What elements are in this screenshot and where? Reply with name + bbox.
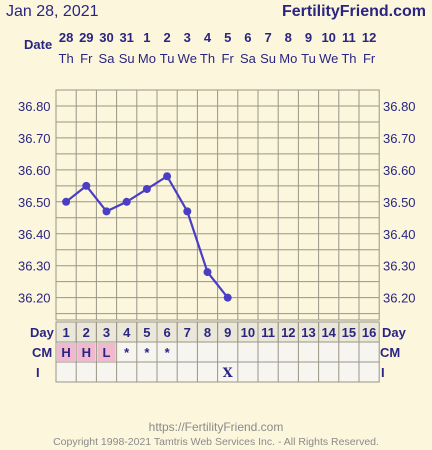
date-label: 1 [143,30,150,45]
cycle-day: 16 [362,325,376,340]
date-label: 29 [79,30,93,45]
cycle-day: 15 [342,325,356,340]
cm-row-label: CM [32,345,52,360]
date-label: 9 [305,30,312,45]
y-tick-label-right: 36.80 [383,99,416,114]
weekday-label: Tu [160,51,175,66]
chart-date: Jan 28, 2021 [6,3,99,20]
date-label: 28 [59,30,73,45]
cycle-day: 7 [184,325,191,340]
temperature-point [183,207,192,216]
temperature-point [163,172,172,181]
cm-cell-fill [57,343,76,361]
cycle-day: 2 [83,325,90,340]
y-tick-label-right: 36.50 [383,195,416,210]
footer-url: https://FertilityFriend.com [148,420,284,434]
weekday-label: We [178,51,197,66]
y-tick-label-right: 36.70 [383,131,416,146]
cm-row-label-right: CM [380,345,400,360]
y-tick-label-left: 36.50 [18,195,51,210]
cycle-day: 3 [103,325,110,340]
date-label: 31 [119,30,133,45]
cm-value: * [165,345,171,360]
day-row-label-right: Day [382,325,407,340]
date-label: 3 [184,30,191,45]
date-label: 12 [362,30,376,45]
cycle-day: 11 [261,325,275,340]
date-label: 6 [244,30,251,45]
cycle-day: 12 [281,325,295,340]
weekday-label: Tu [301,51,316,66]
date-label: 11 [342,30,356,45]
weekday-label: Mo [138,51,156,66]
weekday-label: Th [341,51,356,66]
y-tick-label-right: 36.60 [383,163,416,178]
y-tick-label-right: 36.40 [383,227,416,242]
weekday-label: Sa [99,51,116,66]
weekday-label: Fr [222,51,235,66]
weekday-label: Fr [363,51,376,66]
date-label: 7 [264,30,271,45]
y-tick-label-left: 36.70 [18,131,51,146]
cycle-day: 9 [224,325,231,340]
intercourse-mark: X [223,366,234,381]
cycle-day: 8 [204,325,211,340]
temperature-point [142,185,151,194]
weekday-label: We [319,51,338,66]
cycle-day: 13 [301,325,315,340]
y-tick-label-right: 36.30 [383,259,416,274]
date-label: 10 [321,30,335,45]
y-tick-label-left: 36.60 [18,163,51,178]
weekday-label: Su [119,51,135,66]
date-label: 2 [163,30,170,45]
cm-value: L [103,345,111,360]
date-row-label: Date [24,37,52,52]
y-tick-label-right: 36.20 [383,291,416,306]
temperature-point [102,207,111,216]
cm-value: * [144,345,150,360]
footer-copyright: Copyright 1998-2021 Tamtris Web Services… [53,436,379,448]
temperature-point [82,181,91,190]
intercourse-row-label: I [36,365,40,380]
cm-value: * [124,345,130,360]
site-title: FertilityFriend.com [281,3,426,20]
cycle-day: 5 [143,325,150,340]
cycle-day: 4 [123,325,131,340]
y-tick-label-left: 36.30 [18,259,51,274]
cm-value: H [82,345,91,360]
y-tick-label-left: 36.20 [18,291,51,306]
cm-cell-fill [97,343,116,361]
y-tick-label-left: 36.40 [18,227,51,242]
intercourse-row-label-right: I [381,365,385,380]
date-label: 8 [285,30,292,45]
date-label: 5 [224,30,231,45]
cm-value: H [61,345,70,360]
cm-cell-fill [77,343,96,361]
cycle-day: 14 [321,325,336,340]
temperature-point [223,293,232,302]
cycle-day: 10 [241,325,255,340]
weekday-label: Th [200,51,215,66]
cycle-day: 6 [163,325,170,340]
day-row-label: Day [30,325,55,340]
weekday-label: Fr [80,51,93,66]
weekday-label: Sa [240,51,257,66]
weekday-label: Su [260,51,276,66]
date-label: 4 [204,30,212,45]
temperature-point [203,268,212,277]
date-label: 30 [99,30,113,45]
weekday-label: Mo [279,51,297,66]
y-tick-label-left: 36.80 [18,99,51,114]
cycle-day: 1 [62,325,69,340]
weekday-label: Th [59,51,74,66]
temperature-point [62,197,71,206]
temperature-point [122,197,131,206]
